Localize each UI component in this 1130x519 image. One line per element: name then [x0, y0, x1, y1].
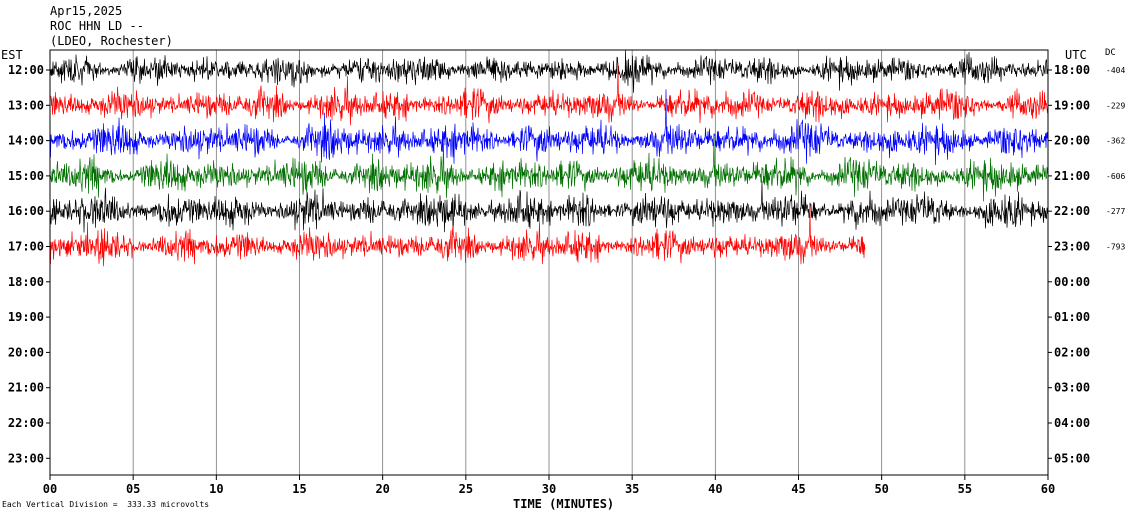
plot-frame	[49, 49, 1049, 476]
utc-label-3: 21:00	[1054, 169, 1090, 183]
header-date: Apr15,2025	[50, 4, 123, 18]
axis-labels: 00 05 10 15 20 25 30 35 40 45 50 55 60 12:00 18:00 13:0…	[8, 63, 1126, 496]
x-tick-label-20: 20	[375, 482, 389, 496]
est-label-11: 23:00	[8, 451, 44, 465]
trace-row-0	[49, 50, 1049, 93]
dc-offset-0: -404	[1106, 66, 1125, 75]
footer-note: Each Vertical Division = 333.33 microvol…	[2, 500, 210, 509]
utc-label-0: 18:00	[1054, 63, 1090, 77]
utc-label-2: 20:00	[1054, 134, 1090, 148]
x-tick-label-05: 05	[126, 482, 140, 496]
x-tick-label-00: 00	[43, 482, 57, 496]
left-axis-title: EST	[1, 48, 23, 62]
dc-offset-3: -606	[1106, 172, 1125, 181]
trace-row-3	[49, 136, 1049, 202]
dc-offset-5: -793	[1106, 243, 1125, 252]
x-tick-label-50: 50	[874, 482, 888, 496]
right-axis-title: UTC	[1065, 48, 1087, 62]
utc-label-8: 02:00	[1054, 345, 1090, 359]
seismic-traces	[49, 50, 1049, 267]
grid-lines	[46, 50, 1052, 480]
header-station: ROC HHN LD --	[50, 19, 144, 33]
est-label-7: 19:00	[8, 310, 44, 324]
x-tick-label-10: 10	[209, 482, 223, 496]
x-tick-label-25: 25	[459, 482, 473, 496]
est-label-0: 12:00	[8, 63, 44, 77]
est-label-6: 18:00	[8, 275, 44, 289]
utc-label-1: 19:00	[1054, 98, 1090, 112]
est-label-9: 21:00	[8, 381, 44, 395]
dc-offset-2: -362	[1106, 137, 1125, 146]
utc-label-4: 22:00	[1054, 204, 1090, 218]
trace-row-5	[49, 204, 866, 267]
est-label-8: 20:00	[8, 345, 44, 359]
est-label-3: 15:00	[8, 169, 44, 183]
x-tick-label-45: 45	[791, 482, 805, 496]
x-tick-label-55: 55	[958, 482, 972, 496]
est-label-2: 14:00	[8, 134, 44, 148]
dc-title: DC	[1105, 48, 1116, 58]
trace-row-4	[49, 180, 1049, 235]
utc-label-10: 04:00	[1054, 416, 1090, 430]
utc-label-7: 01:00	[1054, 310, 1090, 324]
dc-offset-4: -277	[1106, 207, 1125, 216]
x-tick-label-60: 60	[1041, 482, 1055, 496]
trace-row-2	[49, 89, 1049, 166]
x-axis-label: TIME (MINUTES)	[513, 497, 615, 511]
x-tick-label-35: 35	[625, 482, 639, 496]
utc-label-9: 03:00	[1054, 381, 1090, 395]
est-label-10: 22:00	[8, 416, 44, 430]
utc-label-6: 00:00	[1054, 275, 1090, 289]
dc-offset-1: -229	[1106, 101, 1125, 110]
utc-label-11: 05:00	[1054, 451, 1090, 465]
x-tick-label-30: 30	[542, 482, 556, 496]
x-tick-label-15: 15	[292, 482, 306, 496]
utc-label-5: 23:00	[1054, 240, 1090, 254]
trace-row-1	[49, 62, 1049, 126]
est-label-5: 17:00	[8, 240, 44, 254]
est-label-4: 16:00	[8, 204, 44, 218]
x-tick-label-40: 40	[708, 482, 722, 496]
header-network: (LDEO, Rochester)	[50, 34, 173, 48]
est-label-1: 13:00	[8, 98, 44, 112]
